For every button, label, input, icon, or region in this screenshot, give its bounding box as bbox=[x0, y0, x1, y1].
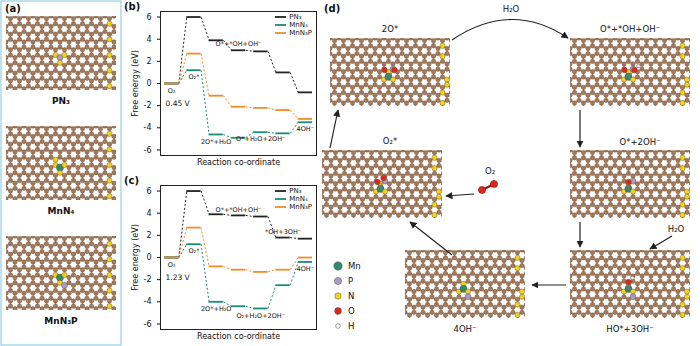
svg-text:O*+H₂O+2OH⁻: O*+H₂O+2OH⁻ bbox=[236, 135, 285, 143]
svg-text:O₂: O₂ bbox=[168, 87, 176, 95]
html-text:MnN₄: MnN₄ bbox=[289, 21, 308, 29]
svg-text:(d): (d) bbox=[324, 3, 340, 14]
svg-text:O*+*OH+OH⁻: O*+*OH+OH⁻ bbox=[216, 40, 262, 48]
svg-text:O*+2OH⁻: O*+2OH⁻ bbox=[619, 137, 660, 147]
svg-text:Free energy (eV): Free energy (eV) bbox=[131, 224, 140, 291]
svg-text:H₂O: H₂O bbox=[668, 224, 685, 234]
svg-text:6: 6 bbox=[146, 187, 151, 196]
svg-text:2O*+H₂O: 2O*+H₂O bbox=[201, 138, 232, 146]
svg-text:Reaction co-ordinate: Reaction co-ordinate bbox=[197, 332, 280, 341]
svg-text:MnN₃P: MnN₃P bbox=[44, 316, 78, 326]
svg-text:4OH⁻: 4OH⁻ bbox=[297, 265, 315, 273]
svg-text:O₂*: O₂* bbox=[188, 73, 200, 81]
svg-text:2O*+H₂O: 2O*+H₂O bbox=[201, 305, 232, 313]
svg-text:P: P bbox=[348, 276, 353, 286]
svg-text:-4: -4 bbox=[144, 123, 152, 132]
svg-text:6: 6 bbox=[146, 13, 151, 22]
svg-text:-2: -2 bbox=[144, 101, 152, 110]
svg-text:O*+*OH+OH⁻: O*+*OH+OH⁻ bbox=[600, 24, 660, 34]
svg-text:0.45 V: 0.45 V bbox=[166, 99, 191, 108]
svg-text:H₂O: H₂O bbox=[503, 4, 520, 14]
html-text:MnN₄: MnN₄ bbox=[289, 195, 308, 203]
svg-text:PN₃: PN₃ bbox=[52, 96, 70, 106]
svg-text:(a): (a) bbox=[5, 3, 21, 14]
svg-text:4OH⁻: 4OH⁻ bbox=[297, 125, 315, 133]
svg-text:4: 4 bbox=[146, 209, 151, 218]
svg-text:-2: -2 bbox=[144, 275, 152, 284]
html-text:MnN₃P: MnN₃P bbox=[289, 29, 312, 37]
svg-text:1.23 V: 1.23 V bbox=[166, 273, 191, 282]
html-text:PN₃: PN₃ bbox=[289, 187, 302, 195]
svg-text:MnN₄: MnN₄ bbox=[48, 206, 75, 216]
svg-text:Free energy (eV): Free energy (eV) bbox=[131, 50, 140, 117]
html-text:MnN₃P: MnN₃P bbox=[289, 203, 312, 211]
svg-text:Reaction co-ordinate: Reaction co-ordinate bbox=[197, 158, 280, 167]
svg-text:O: O bbox=[348, 306, 355, 316]
svg-text:0: 0 bbox=[146, 253, 151, 262]
svg-text:4: 4 bbox=[146, 35, 151, 44]
html-text:PN₃: PN₃ bbox=[289, 13, 302, 21]
svg-text:-4: -4 bbox=[144, 297, 152, 306]
svg-text:HO*+3OH⁻: HO*+3OH⁻ bbox=[606, 324, 653, 334]
svg-text:-6: -6 bbox=[144, 146, 152, 155]
svg-text:2O*: 2O* bbox=[382, 24, 398, 34]
svg-text:O₂+H₂O+2OH⁻: O₂+H₂O+2OH⁻ bbox=[236, 312, 285, 320]
svg-text:O₂*: O₂* bbox=[188, 247, 200, 255]
svg-text:O₂: O₂ bbox=[485, 166, 495, 176]
svg-text:2: 2 bbox=[146, 231, 151, 240]
svg-text:O₂: O₂ bbox=[168, 261, 176, 269]
svg-text:0: 0 bbox=[146, 79, 151, 88]
svg-text:H: H bbox=[348, 321, 354, 331]
svg-text:*OH+3OH⁻: *OH+3OH⁻ bbox=[265, 228, 301, 236]
svg-text:Mn: Mn bbox=[348, 261, 361, 271]
svg-text:2: 2 bbox=[146, 57, 151, 66]
html-text:(c): (c) bbox=[124, 175, 140, 186]
svg-text:-6: -6 bbox=[144, 320, 152, 329]
svg-text:O*+*OH+OH⁻: O*+*OH+OH⁻ bbox=[216, 205, 262, 213]
svg-text:4OH⁻: 4OH⁻ bbox=[454, 324, 477, 334]
svg-text:N: N bbox=[348, 291, 354, 301]
svg-text:O₂*: O₂* bbox=[383, 136, 397, 146]
html-text:(b): (b) bbox=[124, 1, 141, 12]
